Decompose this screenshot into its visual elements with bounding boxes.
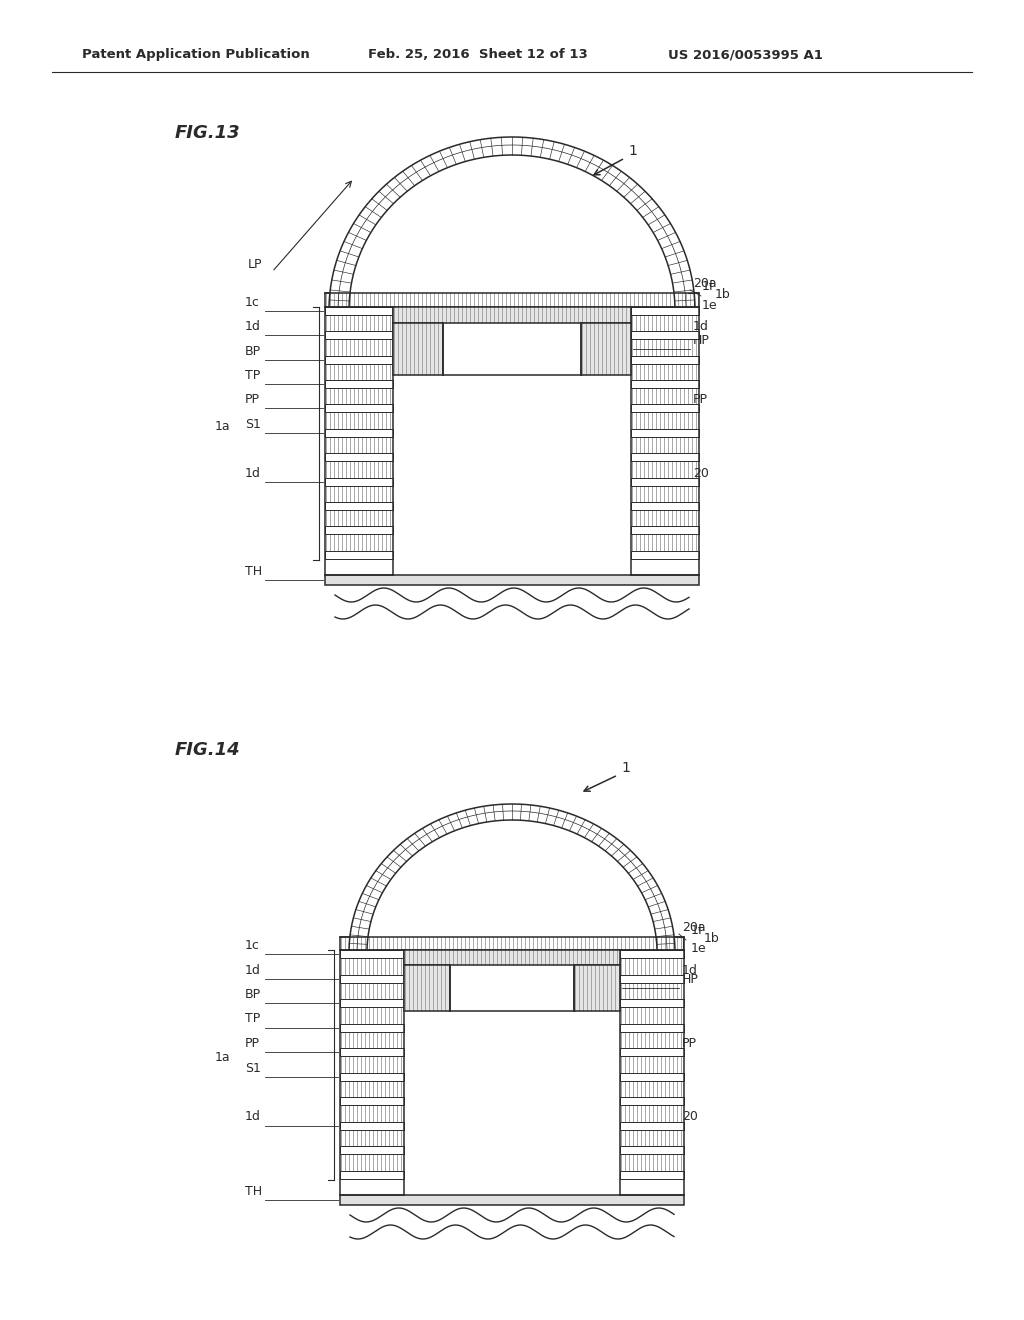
FancyBboxPatch shape bbox=[631, 429, 699, 437]
Text: PP: PP bbox=[693, 393, 708, 407]
Bar bbox=[393, 323, 443, 375]
Text: 1e: 1e bbox=[702, 300, 718, 312]
FancyBboxPatch shape bbox=[631, 550, 699, 558]
Text: 1b: 1b bbox=[715, 289, 731, 301]
FancyBboxPatch shape bbox=[620, 1097, 684, 1105]
FancyBboxPatch shape bbox=[325, 404, 393, 412]
FancyBboxPatch shape bbox=[340, 950, 404, 958]
Text: Feb. 25, 2016  Sheet 12 of 13: Feb. 25, 2016 Sheet 12 of 13 bbox=[368, 48, 588, 61]
Text: 1d: 1d bbox=[682, 964, 698, 977]
FancyBboxPatch shape bbox=[631, 355, 699, 364]
Text: TH: TH bbox=[245, 565, 262, 578]
Text: FIG.14: FIG.14 bbox=[175, 741, 241, 759]
FancyBboxPatch shape bbox=[325, 478, 393, 486]
Text: US 2016/0053995 A1: US 2016/0053995 A1 bbox=[668, 48, 823, 61]
Bar bbox=[404, 965, 450, 1011]
FancyBboxPatch shape bbox=[620, 1023, 684, 1031]
Text: 1c: 1c bbox=[245, 296, 260, 309]
Text: 1f: 1f bbox=[691, 924, 703, 937]
FancyBboxPatch shape bbox=[340, 1097, 404, 1105]
Text: 1d: 1d bbox=[693, 321, 709, 334]
FancyBboxPatch shape bbox=[325, 308, 393, 315]
Text: 20a: 20a bbox=[682, 921, 706, 935]
Text: 1: 1 bbox=[621, 762, 630, 775]
FancyBboxPatch shape bbox=[325, 380, 393, 388]
Text: 1d: 1d bbox=[245, 1110, 261, 1123]
Text: 1f: 1f bbox=[702, 280, 715, 293]
Text: HP: HP bbox=[693, 334, 710, 347]
FancyBboxPatch shape bbox=[631, 478, 699, 486]
Bar bbox=[340, 937, 684, 950]
Text: 20a: 20a bbox=[693, 277, 717, 290]
Text: TP: TP bbox=[245, 1012, 260, 1026]
Text: TP: TP bbox=[245, 370, 260, 381]
Text: 1d: 1d bbox=[245, 321, 261, 334]
Text: FIG.13: FIG.13 bbox=[175, 124, 241, 143]
Bar bbox=[325, 293, 699, 308]
FancyBboxPatch shape bbox=[325, 355, 393, 364]
FancyBboxPatch shape bbox=[325, 502, 393, 510]
FancyBboxPatch shape bbox=[620, 1072, 684, 1081]
Bar bbox=[340, 1195, 684, 1205]
FancyBboxPatch shape bbox=[620, 1122, 684, 1130]
Text: 1e: 1e bbox=[691, 942, 707, 954]
FancyBboxPatch shape bbox=[325, 331, 393, 339]
FancyBboxPatch shape bbox=[325, 429, 393, 437]
Text: 1a: 1a bbox=[215, 420, 230, 433]
Text: Patent Application Publication: Patent Application Publication bbox=[82, 48, 309, 61]
FancyBboxPatch shape bbox=[325, 550, 393, 558]
Text: HP: HP bbox=[682, 973, 698, 986]
FancyBboxPatch shape bbox=[620, 1048, 684, 1056]
Text: S1: S1 bbox=[245, 1061, 261, 1074]
FancyBboxPatch shape bbox=[631, 502, 699, 510]
Bar bbox=[404, 950, 620, 965]
FancyBboxPatch shape bbox=[340, 1048, 404, 1056]
FancyBboxPatch shape bbox=[340, 1072, 404, 1081]
Text: BP: BP bbox=[245, 345, 261, 358]
Text: PP: PP bbox=[682, 1038, 697, 1049]
FancyBboxPatch shape bbox=[620, 1171, 684, 1179]
Text: TH: TH bbox=[245, 1185, 262, 1199]
Bar bbox=[393, 308, 631, 323]
Text: 1d: 1d bbox=[245, 964, 261, 977]
FancyBboxPatch shape bbox=[620, 950, 684, 958]
Text: BP: BP bbox=[245, 987, 261, 1001]
Text: PP: PP bbox=[245, 393, 260, 407]
Text: PP: PP bbox=[245, 1038, 260, 1049]
Bar bbox=[325, 576, 699, 585]
FancyBboxPatch shape bbox=[620, 1146, 684, 1154]
FancyBboxPatch shape bbox=[325, 527, 393, 535]
FancyBboxPatch shape bbox=[631, 453, 699, 461]
Text: S1: S1 bbox=[245, 418, 261, 430]
FancyBboxPatch shape bbox=[631, 308, 699, 315]
FancyBboxPatch shape bbox=[340, 974, 404, 982]
FancyBboxPatch shape bbox=[340, 1122, 404, 1130]
FancyBboxPatch shape bbox=[340, 1171, 404, 1179]
Text: 1c: 1c bbox=[245, 939, 260, 952]
Text: 20: 20 bbox=[682, 1110, 698, 1123]
Text: 1b: 1b bbox=[705, 932, 720, 945]
Bar bbox=[574, 965, 620, 1011]
FancyBboxPatch shape bbox=[631, 380, 699, 388]
FancyBboxPatch shape bbox=[325, 453, 393, 461]
Bar bbox=[581, 323, 631, 375]
FancyBboxPatch shape bbox=[340, 1146, 404, 1154]
FancyBboxPatch shape bbox=[631, 331, 699, 339]
FancyBboxPatch shape bbox=[620, 999, 684, 1007]
Text: 1a: 1a bbox=[215, 1051, 230, 1064]
FancyBboxPatch shape bbox=[631, 404, 699, 412]
FancyBboxPatch shape bbox=[631, 527, 699, 535]
Text: 1: 1 bbox=[628, 144, 637, 158]
FancyBboxPatch shape bbox=[340, 999, 404, 1007]
FancyBboxPatch shape bbox=[340, 1023, 404, 1031]
Text: 1d: 1d bbox=[245, 466, 261, 479]
Text: 20: 20 bbox=[693, 466, 709, 479]
FancyBboxPatch shape bbox=[620, 974, 684, 982]
Text: LP: LP bbox=[248, 257, 262, 271]
